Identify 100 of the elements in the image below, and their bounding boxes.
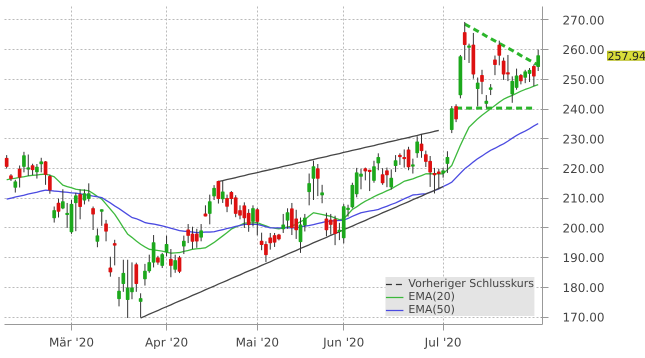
candlestick [398, 152, 402, 166]
candlestick [82, 188, 86, 205]
candlestick [286, 208, 290, 230]
candlestick [52, 206, 56, 224]
candlestick [294, 209, 298, 240]
candlestick [44, 160, 48, 186]
candlestick [402, 148, 406, 168]
candlestick [406, 146, 410, 171]
candlestick [194, 228, 199, 248]
candlestick [190, 226, 194, 250]
candlestick [480, 69, 484, 95]
candlestick [117, 276, 121, 307]
candlestick [173, 254, 178, 274]
candlestick [428, 155, 432, 188]
x-tick-label: Jun '20 [322, 336, 364, 350]
candlestick [307, 173, 311, 206]
y-tick-label: 180.00 [562, 280, 604, 295]
y-tick-label: 220.00 [562, 162, 604, 176]
candlestick [359, 168, 363, 190]
candlestick [328, 213, 333, 235]
candlestick [519, 73, 523, 85]
y-tick-label: 240.00 [562, 102, 604, 117]
candlestick [324, 212, 328, 237]
candlestick [138, 292, 142, 318]
candlestick [199, 224, 203, 242]
candlestick [61, 188, 65, 210]
candlestick [420, 133, 424, 158]
candlestick [216, 180, 220, 204]
candlestick [536, 49, 540, 72]
legend-label: Vorheriger Schlusskurs [408, 277, 534, 290]
y-tick-label: 200.00 [562, 221, 604, 236]
candlestick [436, 168, 441, 189]
candlestick [143, 263, 147, 286]
candlestick [389, 168, 394, 190]
y-tick-label: 250.00 [562, 72, 604, 87]
candlestick [225, 194, 229, 213]
candlestick [22, 151, 26, 173]
candlestick [446, 150, 450, 174]
candlestick [86, 182, 91, 202]
candlestick [385, 167, 389, 188]
candlestick [320, 184, 324, 204]
candlestick [290, 202, 294, 236]
candlestick [523, 69, 528, 84]
candlestick [121, 259, 126, 292]
candlestick [130, 262, 134, 300]
candlestick [264, 240, 268, 263]
y-tick-label: 210.00 [562, 192, 604, 206]
y-tick-label: 270.00 [562, 13, 604, 28]
candlestick [160, 252, 164, 269]
candlestick [506, 54, 510, 82]
candlestick [415, 136, 420, 158]
candlestick [246, 208, 250, 232]
candlestick [376, 152, 380, 171]
candlestick [298, 217, 302, 254]
candlestick [13, 179, 18, 194]
candlestick [242, 202, 246, 228]
candlestick [363, 167, 368, 181]
candlestick [164, 235, 168, 257]
x-tick-label: Apr '20 [144, 336, 188, 350]
y-tick-label: 170.00 [562, 310, 604, 325]
candlestick [411, 158, 415, 174]
y-tick-label: 230.00 [562, 132, 604, 146]
candlestick [272, 232, 276, 248]
candlestick [532, 64, 536, 87]
candlestick [510, 76, 514, 104]
candlestick [104, 219, 108, 242]
candlestick [78, 188, 82, 220]
candlestick [56, 198, 60, 218]
candlestick [467, 43, 471, 64]
candlestick [484, 94, 488, 108]
x-tick-label: Mär '20 [48, 336, 94, 350]
candlestick [312, 160, 316, 200]
candlestick [488, 84, 492, 96]
candlestick [169, 248, 173, 278]
legend-label: EMA(50) [408, 303, 455, 316]
x-tick-label: Mai '20 [236, 336, 280, 350]
candlestick [268, 232, 272, 250]
candlestick [182, 235, 186, 255]
candlestick [316, 164, 320, 197]
candlestick [48, 174, 52, 194]
candlestick [26, 154, 30, 176]
candlestick [441, 167, 445, 178]
candlestick [462, 21, 467, 60]
candlestick [394, 154, 398, 173]
candlestick [100, 208, 104, 226]
x-tick-label: Jul '20 [424, 336, 462, 350]
candlestick [178, 255, 182, 274]
candlestick [108, 256, 112, 278]
candlestick [368, 169, 372, 192]
candlestick [96, 228, 100, 248]
candlestick [18, 165, 22, 188]
candlestick [112, 239, 117, 266]
candlestick [91, 206, 95, 230]
candlestick [255, 208, 260, 236]
candlestick [450, 106, 454, 134]
candlestick [497, 40, 502, 66]
candlestick [251, 204, 255, 227]
legend-label: EMA(20) [408, 290, 455, 303]
candlestick [333, 215, 337, 246]
candlestick [74, 192, 78, 232]
